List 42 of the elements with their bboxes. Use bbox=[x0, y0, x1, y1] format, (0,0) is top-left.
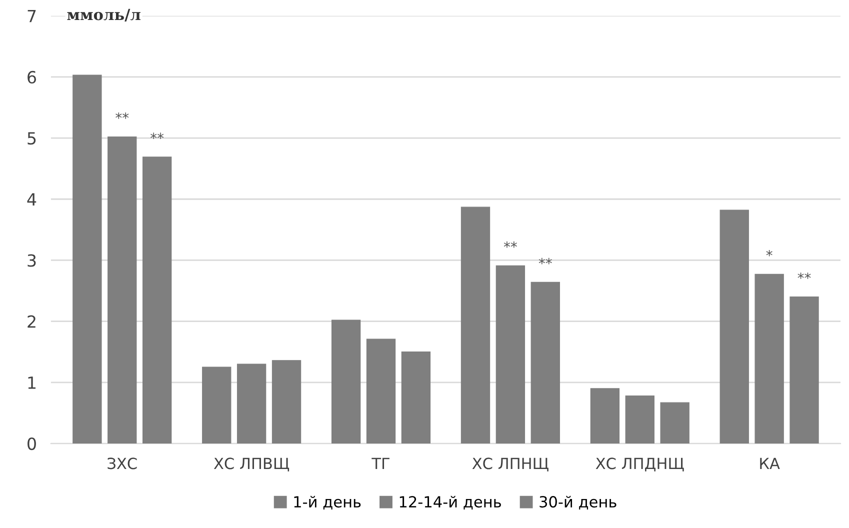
bar bbox=[530, 282, 560, 444]
y-tick-label: 5 bbox=[28, 132, 36, 145]
data-label: ** bbox=[504, 241, 517, 248]
bar bbox=[72, 74, 102, 444]
legend-label: 12-14-й день bbox=[400, 496, 501, 510]
legend-label: 1-й день bbox=[294, 496, 361, 510]
bar bbox=[331, 320, 361, 444]
x-tick-label: ЗХС bbox=[108, 458, 137, 470]
bar bbox=[366, 338, 396, 444]
bar bbox=[790, 296, 819, 444]
bar bbox=[236, 364, 266, 444]
y-tick-label: 3 bbox=[28, 254, 36, 267]
bar bbox=[754, 274, 784, 444]
bar bbox=[401, 352, 431, 444]
data-label: * bbox=[766, 250, 772, 256]
y-tick-label: 1 bbox=[28, 376, 36, 389]
x-tick-label: ХС ЛПВЩ bbox=[214, 458, 290, 472]
legend-label: 30-й день bbox=[540, 496, 616, 510]
bar bbox=[142, 156, 172, 444]
bar bbox=[272, 360, 302, 444]
data-label: ** bbox=[538, 258, 552, 264]
data-label: ** bbox=[798, 272, 811, 279]
bar bbox=[720, 210, 749, 444]
bar bbox=[660, 402, 690, 444]
bar bbox=[590, 388, 620, 444]
y-tick-label: 2 bbox=[28, 315, 36, 328]
data-label: ** bbox=[150, 132, 164, 139]
bar bbox=[460, 206, 490, 444]
x-tick-label: ХС ЛПНЩ bbox=[472, 458, 548, 472]
bar bbox=[625, 396, 654, 444]
y-tick-label: 6 bbox=[28, 70, 36, 84]
x-tick-label: ХС ЛПДНЩ bbox=[596, 458, 684, 472]
y-tick-label: 0 bbox=[28, 437, 36, 450]
y-tick-label: 7 bbox=[28, 10, 36, 22]
bar bbox=[496, 265, 526, 444]
data-label: ** bbox=[116, 112, 129, 119]
bar bbox=[108, 136, 137, 444]
x-tick-label: ТГ bbox=[372, 458, 390, 470]
y-tick-label: 4 bbox=[27, 193, 36, 206]
bar bbox=[202, 366, 232, 444]
x-tick-label: КА bbox=[760, 458, 780, 470]
y-axis-title: ммоль/л bbox=[67, 8, 140, 22]
